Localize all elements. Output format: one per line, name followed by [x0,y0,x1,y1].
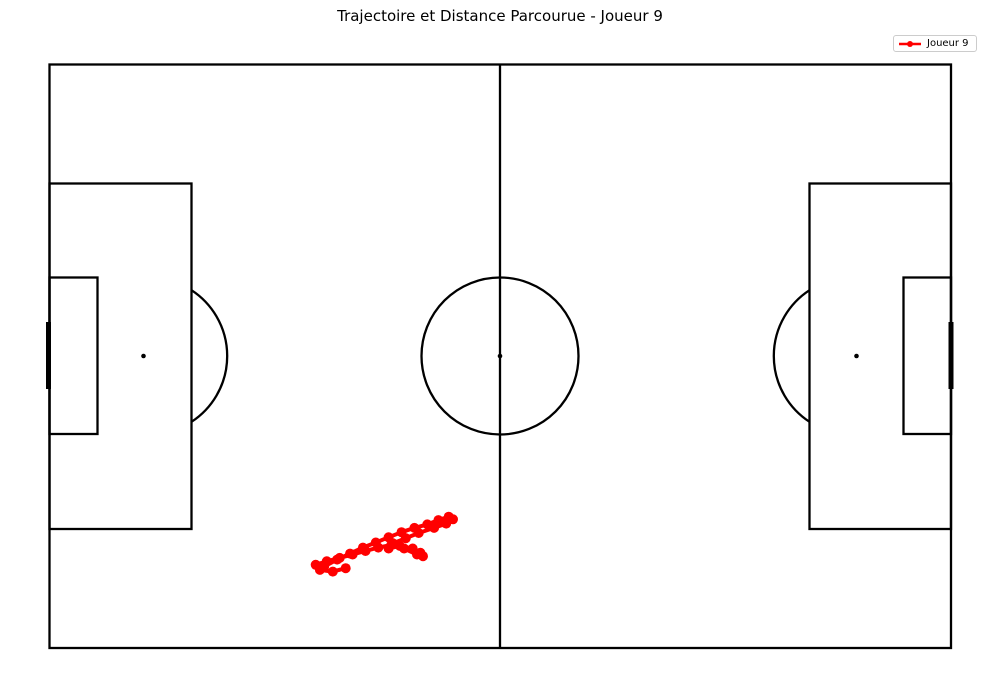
right-penalty-arc [772,289,811,423]
trajectory-point [412,549,422,560]
center-circle [420,276,580,436]
legend-label-series-1: Joueur 9 [927,38,969,49]
right-penalty-spot [854,353,859,359]
trajectory-point [433,515,444,526]
left-goal-area [48,276,99,436]
left-goal [46,322,51,389]
trajectory-point [327,566,338,577]
legend: Joueur 9 [893,35,977,52]
trajectory-point [340,563,351,574]
left-penalty-spot [141,353,146,359]
right-goal-area [902,276,953,436]
trajectory-point [399,543,410,554]
trajectory-point [413,528,424,538]
left-penalty-arc [190,289,229,423]
trajectory-point [429,522,440,533]
right-goal [948,322,954,389]
trajectory-point [400,533,411,544]
trajectory-point [441,518,452,529]
center-spot [497,353,503,359]
legend-line-marker-icon [899,40,921,47]
trajectory-point [373,542,384,553]
left-penalty-area [48,182,193,531]
trajectory-point [360,546,371,556]
right-penalty-area [808,182,953,531]
trajectory-point [334,552,345,563]
trajectory-point [386,540,397,550]
series-layer [310,511,458,577]
trajectory-point [321,556,332,567]
trajectory-point [347,549,358,560]
chart-title: Trajectoire et Distance Parcourue - Joue… [337,7,663,25]
trajectory-point [314,564,325,575]
